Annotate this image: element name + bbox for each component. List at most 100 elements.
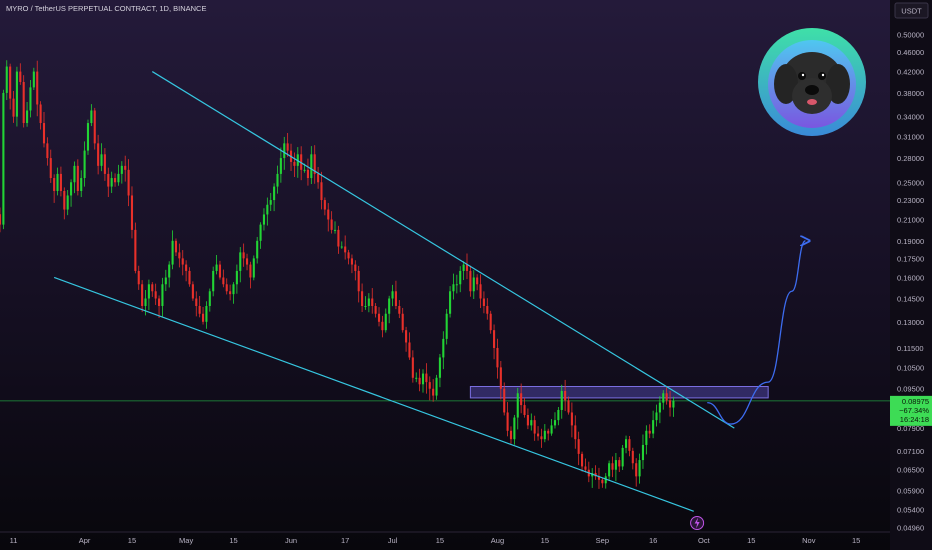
candle[interactable] [19, 63, 22, 85]
candle[interactable] [147, 279, 150, 311]
candle[interactable] [540, 428, 543, 448]
candle[interactable] [46, 137, 49, 166]
candle[interactable] [103, 148, 106, 181]
candle[interactable] [668, 390, 672, 417]
candle[interactable] [594, 465, 597, 480]
candle[interactable] [93, 107, 96, 150]
candle[interactable] [361, 283, 364, 313]
candle[interactable] [604, 473, 607, 489]
candle[interactable] [574, 415, 577, 449]
candle[interactable] [381, 315, 384, 338]
candle[interactable] [26, 102, 29, 127]
candle[interactable] [174, 238, 178, 257]
candle[interactable] [266, 197, 269, 226]
candle[interactable] [293, 152, 296, 178]
candle[interactable] [117, 164, 120, 186]
lower-trendline[interactable] [53, 276, 694, 512]
candle[interactable] [191, 281, 194, 301]
candle[interactable] [635, 458, 638, 487]
candle[interactable] [154, 283, 157, 305]
candle[interactable] [279, 147, 282, 183]
candle[interactable] [479, 274, 482, 308]
candle[interactable] [489, 310, 492, 334]
candle[interactable] [608, 460, 611, 482]
candle[interactable] [367, 293, 370, 313]
candle[interactable] [158, 295, 161, 318]
candle[interactable] [212, 266, 215, 297]
candle[interactable] [618, 457, 621, 473]
candle[interactable] [276, 165, 279, 194]
candle[interactable] [164, 269, 167, 292]
candle[interactable] [330, 211, 333, 234]
candle[interactable] [5, 60, 8, 101]
candle[interactable] [503, 382, 506, 416]
candle[interactable] [411, 350, 414, 383]
candle[interactable] [415, 372, 418, 383]
candle[interactable] [205, 301, 208, 329]
candle[interactable] [445, 309, 448, 345]
candle[interactable] [513, 414, 516, 445]
candle[interactable] [641, 434, 645, 469]
candle[interactable] [584, 458, 587, 473]
candle[interactable] [59, 166, 62, 197]
candle[interactable] [391, 284, 394, 307]
candle[interactable] [90, 104, 93, 127]
candle[interactable] [313, 145, 316, 184]
candle[interactable] [239, 247, 242, 283]
candle[interactable] [374, 303, 377, 318]
candle[interactable] [218, 260, 222, 280]
candle[interactable] [201, 306, 205, 325]
candle[interactable] [648, 424, 651, 439]
candle[interactable] [624, 435, 628, 454]
candle[interactable] [22, 75, 25, 128]
candle[interactable] [672, 396, 675, 417]
candle[interactable] [15, 66, 18, 127]
candle[interactable] [652, 410, 655, 439]
candle[interactable] [124, 155, 127, 182]
candle[interactable] [570, 402, 573, 438]
candle[interactable] [482, 291, 485, 314]
candle[interactable] [327, 203, 330, 232]
candle[interactable] [665, 387, 668, 405]
candle[interactable] [520, 383, 523, 414]
candle[interactable] [628, 435, 631, 457]
candle[interactable] [178, 243, 181, 268]
candle[interactable] [259, 222, 262, 249]
candle[interactable] [405, 326, 408, 352]
arrow-up-icon[interactable] [707, 241, 805, 425]
candle[interactable] [543, 424, 546, 443]
candle[interactable] [438, 354, 441, 388]
candle[interactable] [564, 379, 567, 412]
candle[interactable] [614, 452, 617, 482]
candle[interactable] [185, 260, 188, 282]
candle[interactable] [553, 412, 557, 429]
candle[interactable] [56, 167, 59, 196]
candle[interactable] [581, 451, 584, 472]
candle[interactable] [0, 207, 2, 233]
candle[interactable] [222, 269, 225, 288]
candle[interactable] [171, 230, 174, 270]
candle[interactable] [317, 167, 320, 189]
candle[interactable] [354, 260, 357, 281]
candle[interactable] [134, 222, 137, 274]
candle[interactable] [225, 278, 228, 295]
candle[interactable] [388, 295, 391, 324]
candle[interactable] [66, 190, 69, 216]
price-axis[interactable]: 0.50000 0.46000 0.42000 0.38000 0.34000 0.310… [897, 30, 924, 532]
candle[interactable] [242, 243, 245, 267]
candle[interactable] [100, 143, 103, 172]
candle[interactable] [235, 264, 238, 294]
candle[interactable] [432, 379, 435, 402]
candle[interactable] [232, 282, 235, 304]
candle[interactable] [2, 89, 5, 230]
candle[interactable] [273, 183, 276, 212]
candle[interactable] [493, 324, 496, 360]
candle[interactable] [557, 407, 560, 426]
candle[interactable] [306, 158, 309, 186]
candle[interactable] [537, 426, 540, 441]
candle[interactable] [70, 179, 73, 207]
candle[interactable] [269, 192, 272, 212]
candle[interactable] [344, 235, 347, 260]
candle[interactable] [347, 249, 350, 265]
